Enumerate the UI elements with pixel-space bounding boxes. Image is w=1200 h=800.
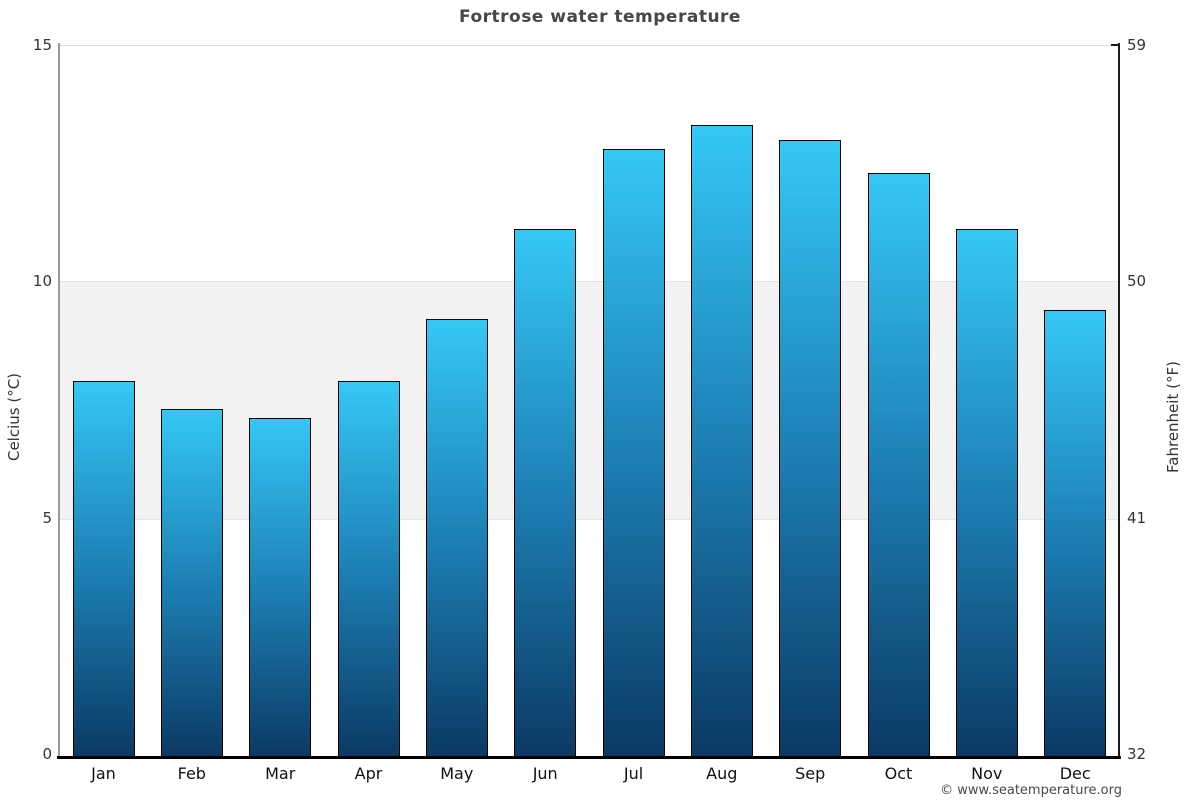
bar-aug (691, 125, 753, 756)
x-axis-line (57, 756, 1121, 759)
bar-mar (249, 418, 312, 756)
x-tick-jan: Jan (91, 764, 116, 783)
x-tick-dec: Dec (1059, 764, 1091, 783)
bar-apr (337, 380, 400, 756)
y-tick-right-59: 59 (1127, 36, 1147, 54)
y-axis-line-left (58, 43, 60, 759)
x-tick-feb: Feb (177, 764, 206, 783)
x-tick-oct: Oct (884, 764, 913, 783)
bar-feb (161, 409, 223, 756)
bar-jul (602, 149, 665, 756)
bar-jan (72, 380, 135, 756)
copyright-text: © www.seatemperature.org (940, 783, 1122, 798)
y-axis-line-right (1118, 43, 1120, 759)
y-tick-left-15: 15 (32, 36, 52, 54)
right-axis-top-tick (1111, 44, 1119, 46)
y-tick-right-41: 41 (1127, 508, 1147, 527)
y-tick-left-0: 0 (42, 745, 52, 763)
bar-nov (956, 229, 1018, 756)
y-tick-right-32: 32 (1127, 745, 1147, 763)
x-tick-mar: Mar (265, 764, 296, 783)
bar-jun (514, 229, 577, 756)
y-tick-left-10: 10 (32, 272, 52, 291)
bar-oct (867, 172, 930, 756)
x-tick-may: May (440, 764, 474, 783)
x-tick-nov: Nov (971, 764, 1003, 783)
x-tick-jul: Jul (623, 764, 644, 783)
x-tick-jun: Jun (532, 764, 558, 783)
bar-sep (779, 139, 842, 756)
bar-may (426, 319, 488, 756)
y-axis-label-fahrenheit: Fahrenheit (°F) (1164, 361, 1182, 473)
bar-dec (1044, 309, 1107, 756)
y-tick-right-50: 50 (1127, 272, 1147, 291)
y-axis-label-celsius: Celcius (°C) (5, 372, 23, 462)
y-tick-left-5: 5 (42, 508, 52, 527)
x-tick-aug: Aug (706, 764, 738, 783)
x-tick-sep: Sep (795, 764, 826, 783)
x-tick-apr: Apr (354, 764, 383, 783)
highlight-band-5-10 (59, 281, 1119, 520)
chart-title: Fortrose water temperature (459, 7, 741, 27)
gridline-15 (59, 45, 1119, 46)
